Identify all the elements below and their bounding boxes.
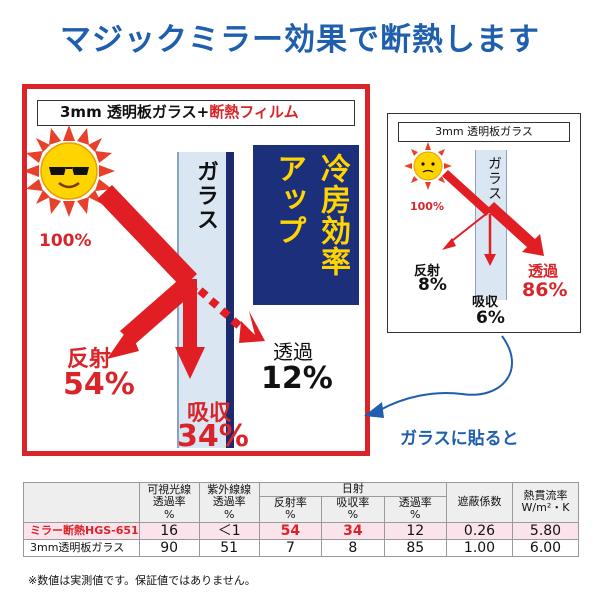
plain-arrows <box>404 142 544 266</box>
plain-glass-label: ガラス <box>486 156 502 201</box>
cell-transmit: 85 <box>383 539 448 558</box>
header-shading: 遮蔽係数 <box>446 482 513 523</box>
header-solar: 日射 <box>258 482 448 497</box>
cell-uv: 51 <box>198 539 260 558</box>
sun-icon <box>404 142 452 190</box>
cell-shading: 0.26 <box>446 521 513 541</box>
plain-reflect-value: 8% <box>418 275 447 295</box>
effect-text-line2: アップ <box>271 153 306 246</box>
cell-shading: 1.00 <box>446 539 513 558</box>
plain-panel-title: 3mm 透明板ガラス <box>398 122 570 142</box>
table-row: 3mm透明板ガラス 90 51 7 8 85 1.00 6.00 <box>23 539 579 558</box>
absorb-value: 34% <box>177 419 249 454</box>
plain-glass-strip: ガラス <box>475 150 507 300</box>
plain-reflect-label: 反射 <box>414 264 441 279</box>
cell-reflect: 54 <box>258 521 323 541</box>
film-title-prefix: 3mm 透明板ガラス+ <box>60 103 210 121</box>
cell-transmit: 12 <box>383 521 448 541</box>
cell-heat: 6.00 <box>512 539 579 558</box>
cell-reflect: 7 <box>258 539 323 558</box>
plain-absorb-label: 吸収 <box>472 295 499 310</box>
table-corner <box>23 482 140 523</box>
plain-absorb-value: 6% <box>476 308 505 328</box>
cooling-efficiency-badge: 冷房効率 アップ <box>253 145 359 305</box>
header-absorb: 吸収率 % <box>321 495 385 523</box>
film-title-highlight: 断熱フィルム <box>209 103 299 121</box>
reflect-value: 54% <box>63 367 135 402</box>
effect-text-line1: 冷房効率 <box>315 153 350 277</box>
plain-glass-panel: 3mm 透明板ガラス ガラス 100% 反射 8% 吸収 <box>387 113 581 333</box>
cell-heat: 5.80 <box>512 521 579 541</box>
header-uv: 紫外線線 透過率 % <box>198 482 260 523</box>
cell-absorb: 34 <box>321 521 385 541</box>
film-layer <box>226 152 234 448</box>
transmit-value: 12% <box>261 361 333 396</box>
header-visible: 可視光線 透過率 % <box>138 482 200 523</box>
row-name: 3mm透明板ガラス <box>23 539 140 558</box>
plain-incoming-percent: 100% <box>410 200 444 213</box>
glass-label: ガラス <box>193 160 218 232</box>
table-row: ミラー断熱HGS-651 16 ＜1 54 34 12 0.26 5.80 <box>23 521 579 541</box>
film-panel-title: 3mm 透明板ガラス+断熱フィルム <box>37 100 355 126</box>
connector-arrow <box>364 335 513 418</box>
absorb-label: 吸収 <box>187 401 232 426</box>
header-heat: 熱貫流率 W/m²・K <box>512 482 579 523</box>
footnote: ※数値は実測値です。保証値ではありません。 <box>28 574 256 587</box>
reflect-label: 反射 <box>67 347 112 372</box>
film-panel: 3mm 透明板ガラス+断熱フィルム ガラス 冷房効率 アップ <box>22 84 370 456</box>
plain-transmit-value: 86% <box>522 279 568 301</box>
headline: マジックミラー効果で断熱します <box>60 22 540 58</box>
spec-table: 可視光線 透過率 % 紫外線線 透過率 % 日射 遮蔽係数 熱貫流率 W/m²・… <box>23 482 579 558</box>
stick-caption: ガラスに貼ると <box>400 429 519 449</box>
cell-visible: 16 <box>138 521 200 541</box>
cell-visible: 90 <box>138 539 200 558</box>
cell-absorb: 8 <box>321 539 385 558</box>
film-arrows <box>27 125 265 379</box>
header-transmit: 透過率 % <box>383 495 448 523</box>
transmit-label: 透過 <box>273 340 313 364</box>
sun-icon <box>27 125 115 217</box>
incoming-percent: 100% <box>39 231 92 251</box>
header-reflect: 反射率 % <box>258 495 323 523</box>
plain-transmit-label: 透過 <box>528 262 559 280</box>
cell-uv: ＜1 <box>198 521 260 541</box>
row-name: ミラー断熱HGS-651 <box>23 521 140 541</box>
